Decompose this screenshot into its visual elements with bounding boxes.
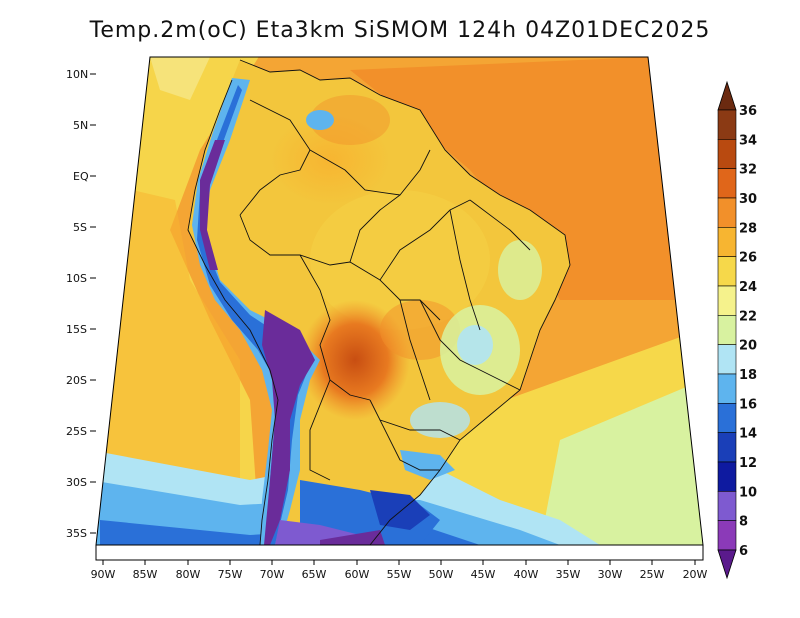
colorbar-label: 14	[739, 427, 757, 442]
lat-label: 10N	[66, 68, 88, 81]
lat-label: 25S	[66, 425, 87, 438]
lon-label: 50W	[429, 568, 454, 581]
lat-label: 5S	[73, 221, 87, 234]
lat-label: 5N	[73, 119, 88, 132]
colorbar-swatch	[717, 432, 737, 463]
lon-label: 60W	[345, 568, 370, 581]
lon-label: 80W	[176, 568, 201, 581]
lat-label: 30S	[66, 476, 87, 489]
lon-label: 40W	[514, 568, 539, 581]
lon-label: 20W	[683, 568, 708, 581]
colorbar-label: 18	[739, 368, 757, 383]
lat-label: 15S	[66, 323, 87, 336]
longitude-labels: 90W 85W 80W 75W 70W 65W 60W 55W 50W 45W …	[91, 568, 708, 581]
map-field	[96, 57, 703, 545]
colorbar-swatch	[717, 344, 737, 375]
colorbar-label: 12	[739, 456, 757, 471]
colorbar-swatch	[717, 109, 737, 140]
colorbar-label: 28	[739, 221, 757, 236]
lat-label: 10S	[66, 272, 87, 285]
lat-label: 35S	[66, 527, 87, 540]
colorbar-swatch	[717, 197, 737, 228]
colorbar-swatch	[717, 403, 737, 433]
colorbar-label: 36	[739, 104, 757, 119]
colorbar-label: 10	[739, 485, 757, 500]
colorbar-swatch	[717, 168, 737, 199]
colorbar-swatch	[717, 461, 737, 492]
colorbar-label: 6	[739, 544, 748, 559]
colorbar-label: 24	[739, 280, 757, 295]
lon-label: 45W	[471, 568, 496, 581]
colorbar-label: 30	[739, 192, 757, 207]
map-title: Temp.2m(oC) Eta3km SiSMOM 124h 04Z01DEC2…	[89, 18, 711, 43]
lon-label: 70W	[260, 568, 285, 581]
colorbar-swatch	[717, 520, 737, 551]
colorbar-label: 22	[739, 309, 757, 324]
colorbar-swatch	[717, 373, 737, 404]
colorbar-swatch	[717, 256, 737, 287]
colorbar-extend-bottom	[717, 549, 737, 580]
lon-label: 30W	[598, 568, 623, 581]
colorbar-swatch	[717, 491, 737, 521]
lon-label: 25W	[640, 568, 665, 581]
lat-label: 20S	[66, 374, 87, 387]
latitude-labels: 10N 5N EQ 5S 10S 15S 20S 25S 30S 35S	[66, 68, 89, 540]
lon-label: 35W	[556, 568, 581, 581]
colorbar-label: 8	[739, 515, 748, 530]
lon-label: 65W	[302, 568, 327, 581]
colorbar-label: 26	[739, 251, 757, 266]
colorbar-swatch	[717, 139, 737, 169]
colorbar-swatch	[717, 315, 737, 345]
lat-label: EQ	[73, 170, 89, 183]
lon-label: 85W	[133, 568, 158, 581]
colorbar-label: 16	[739, 397, 757, 412]
colorbar-label: 34	[739, 133, 757, 148]
lon-label: 75W	[218, 568, 243, 581]
colorbar-label: 32	[739, 163, 757, 178]
colorbar-swatch	[717, 227, 737, 257]
colorbar: 36 34 32 30 28 26 24 22 20 18 16 14 12 10 8 6	[717, 80, 757, 580]
lon-label: 90W	[91, 568, 116, 581]
colorbar-extend-top	[717, 80, 737, 111]
colorbar-label: 20	[739, 339, 757, 354]
lon-label: 55W	[387, 568, 412, 581]
colorbar-swatch	[717, 285, 737, 316]
